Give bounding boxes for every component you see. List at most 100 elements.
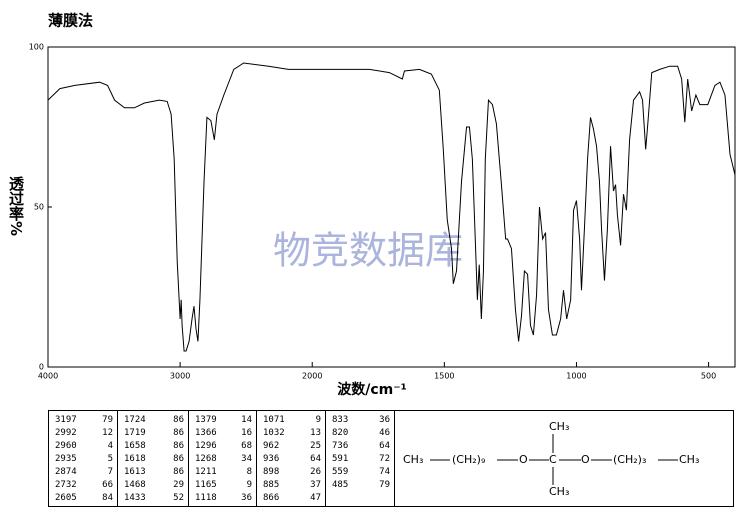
peak-intensity: 5 (107, 454, 113, 464)
peak-intensity: 68 (241, 441, 252, 451)
y-tick-label: 0 (39, 363, 44, 372)
peak-intensity: 66 (102, 480, 113, 490)
y-axis-label: 透过率% (7, 176, 25, 237)
peak-intensity: 79 (102, 415, 113, 425)
peak-wavenumber: 1032 (263, 428, 285, 438)
peak-row: 736 64 (332, 440, 390, 453)
peak-table: 3197 79 2992 12 2960 4 2935 5 2874 7 2732 66 2605 84 1… (48, 410, 734, 507)
peak-row: 1724 86 (124, 414, 184, 427)
peak-column: 1379 14 1366 16 1296 68 1268 34 1211 8 1165 9 1118 36 (189, 411, 257, 506)
peak-row: 2874 7 (55, 466, 113, 479)
peak-wavenumber: 898 (263, 467, 280, 477)
atom: (CH₂)₉ (452, 453, 485, 466)
peak-wavenumber: 885 (263, 480, 280, 490)
structure: CH₃ (CH₂)₉ O C O (CH₂)₃ CH₃ CH₃ CH₃ (403, 420, 699, 498)
atom: O (519, 453, 528, 466)
peak-intensity: 26 (310, 467, 321, 477)
peak-wavenumber: 1296 (195, 441, 217, 451)
peak-row: 1433 52 (124, 492, 184, 505)
watermark: 物竞数据库 (273, 229, 463, 273)
peak-row: 1658 86 (124, 440, 184, 453)
peak-wavenumber: 1118 (195, 493, 217, 503)
peak-row: 2992 12 (55, 427, 113, 440)
peak-intensity: 37 (310, 480, 321, 490)
peak-wavenumber: 2874 (55, 467, 77, 477)
peak-intensity: 25 (310, 441, 321, 451)
y-tick-label: 100 (29, 43, 44, 52)
peak-row: 1379 14 (195, 414, 252, 427)
peak-intensity: 16 (241, 428, 252, 438)
peak-wavenumber: 1618 (124, 454, 146, 464)
peak-intensity: 13 (310, 428, 321, 438)
peak-wavenumber: 833 (332, 415, 349, 425)
peak-wavenumber: 1433 (124, 493, 146, 503)
peak-row: 1268 34 (195, 453, 252, 466)
peak-row: 591 72 (332, 453, 390, 466)
peak-wavenumber: 1613 (124, 467, 146, 477)
peak-intensity: 12 (102, 428, 113, 438)
peak-wavenumber: 962 (263, 441, 280, 451)
x-tick-label: 1500 (434, 372, 454, 381)
peak-intensity: 29 (173, 480, 184, 490)
peak-intensity: 86 (173, 467, 184, 477)
peak-wavenumber: 2605 (55, 493, 77, 503)
peak-row: 1118 36 (195, 492, 252, 505)
peak-intensity: 86 (173, 441, 184, 451)
peak-wavenumber: 591 (332, 454, 349, 464)
peak-row: 1071 9 (263, 414, 321, 427)
peak-wavenumber: 820 (332, 428, 349, 438)
peak-intensity: 52 (173, 493, 184, 503)
atom: CH₃ (679, 453, 699, 466)
peak-intensity: 86 (173, 454, 184, 464)
peak-intensity: 72 (379, 454, 390, 464)
peak-wavenumber: 2992 (55, 428, 77, 438)
peak-intensity: 7 (107, 467, 113, 477)
peak-row: 2732 66 (55, 479, 113, 492)
peak-intensity: 86 (173, 415, 184, 425)
peak-wavenumber: 1724 (124, 415, 146, 425)
peak-intensity: 79 (379, 480, 390, 490)
peak-row: 1468 29 (124, 479, 184, 492)
x-tick-label: 1000 (566, 372, 586, 381)
x-axis-label: 波数/cm⁻¹ (337, 381, 407, 398)
peak-row: 1719 86 (124, 427, 184, 440)
peak-column: 3197 79 2992 12 2960 4 2935 5 2874 7 2732 66 2605 84 (49, 411, 118, 506)
peak-intensity: 47 (310, 493, 321, 503)
peak-row: 1366 16 (195, 427, 252, 440)
peak-wavenumber: 1071 (263, 415, 285, 425)
peak-intensity: 84 (102, 493, 113, 503)
peak-column: 1071 9 1032 13 962 25 936 64 898 26 885 37 866 47 (257, 411, 326, 506)
peak-wavenumber: 2960 (55, 441, 77, 451)
chart-title: 薄膜法 (48, 12, 93, 30)
peak-row: 1613 86 (124, 466, 184, 479)
plot-frame (47, 46, 736, 368)
peak-intensity: 64 (310, 454, 321, 464)
chart: 薄膜法 物竞数据库 波数/cm⁻¹ 0 50 100 4000 3000 2000 1500… (29, 12, 736, 398)
x-tick-label: 3000 (170, 372, 190, 381)
spectrum-line (47, 62, 736, 352)
peak-wavenumber: 2935 (55, 454, 77, 464)
atom: CH₃ (403, 453, 423, 466)
peak-wavenumber: 1268 (195, 454, 217, 464)
peak-wavenumber: 1366 (195, 428, 217, 438)
peak-row: 936 64 (263, 453, 321, 466)
peak-intensity: 4 (107, 441, 113, 451)
peak-wavenumber: 866 (263, 493, 280, 503)
peak-row: 820 46 (332, 427, 390, 440)
peak-wavenumber: 1719 (124, 428, 146, 438)
peak-row: 898 26 (263, 466, 321, 479)
x-tick-label: 500 (701, 372, 716, 381)
peak-row: 1032 13 (263, 427, 321, 440)
peak-wavenumber: 1468 (124, 480, 146, 490)
atom: (CH₂)₃ (613, 453, 646, 466)
peak-row: 1211 8 (195, 466, 252, 479)
peak-row: 1618 86 (124, 453, 184, 466)
peak-row: 1296 68 (195, 440, 252, 453)
y-tick-label: 50 (34, 203, 44, 212)
atom: CH₃ (549, 420, 569, 433)
peak-wavenumber: 1658 (124, 441, 146, 451)
x-tick-label: 4000 (38, 372, 58, 381)
peak-row: 885 37 (263, 479, 321, 492)
peak-row: 2960 4 (55, 440, 113, 453)
peak-intensity: 36 (379, 415, 390, 425)
